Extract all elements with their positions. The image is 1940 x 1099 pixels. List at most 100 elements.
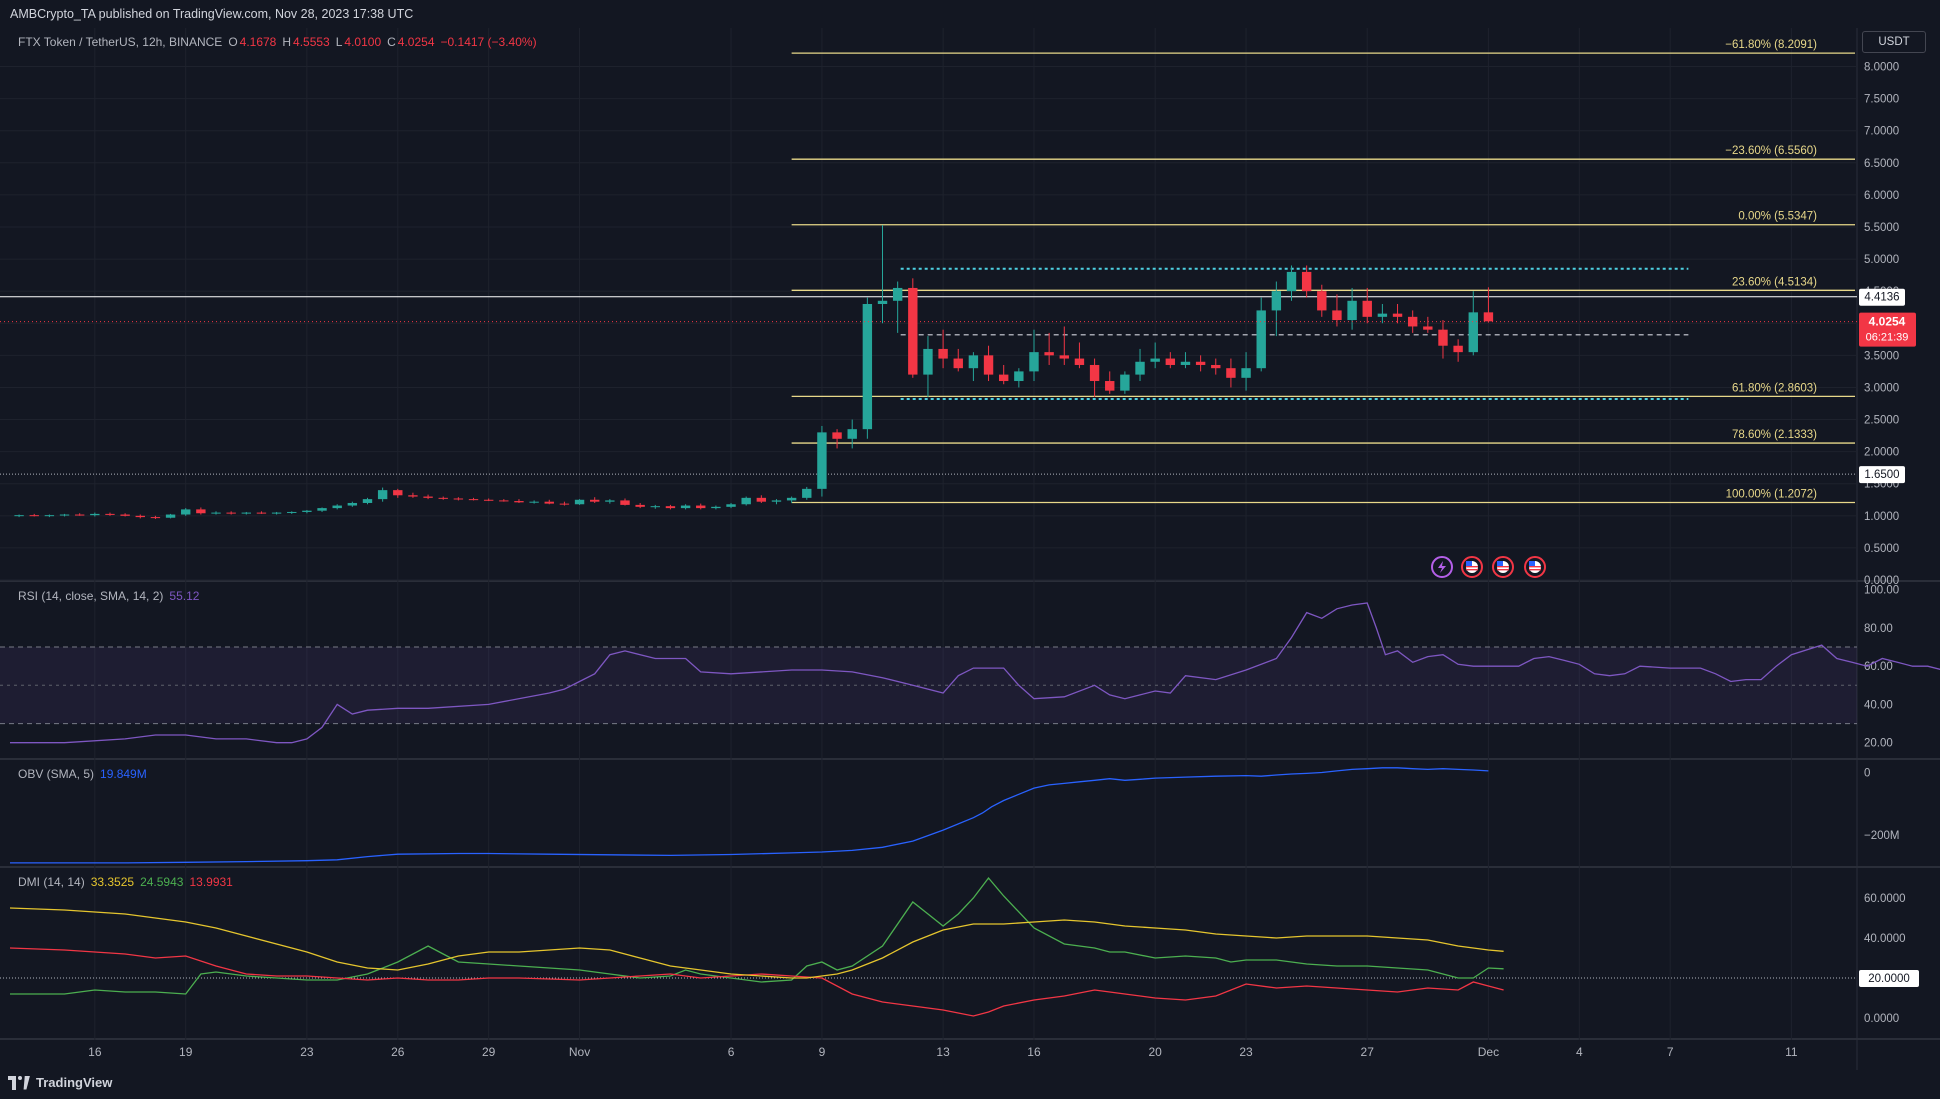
candle-body — [908, 287, 918, 375]
time-axis-tick: 9 — [819, 1045, 826, 1059]
time-axis-tick: 13 — [936, 1045, 950, 1059]
flag-stripe — [1466, 569, 1478, 571]
price-axis-tick: 8.0000 — [1864, 62, 1899, 74]
close-value: 4.0254 — [397, 35, 435, 49]
candle-body — [953, 358, 963, 369]
obv-value: 19.849M — [100, 767, 147, 781]
candle-body — [635, 504, 645, 507]
flag-stripe — [1466, 566, 1478, 568]
candle-body — [408, 495, 418, 497]
candle-body — [211, 512, 221, 514]
candle-body — [514, 501, 524, 503]
candle-body — [1332, 310, 1342, 321]
obv-axis-tick: 0 — [1864, 767, 1870, 779]
candle-body — [1301, 271, 1312, 292]
price-axis-tick: 5.5000 — [1864, 222, 1899, 234]
fib-level-label: −61.80% (8.2091) — [1725, 39, 1817, 51]
tradingview-logo-icon — [8, 1075, 30, 1090]
low-label: L — [335, 35, 343, 49]
candle-body — [1195, 361, 1206, 365]
candle-body — [1074, 358, 1085, 365]
plus-di-line — [10, 876, 1504, 995]
rsi-line — [10, 602, 1940, 744]
time-axis-tick: 27 — [1361, 1045, 1375, 1059]
time-axis-tick: 7 — [1667, 1045, 1674, 1059]
candle-body — [1423, 326, 1433, 330]
candle-body — [499, 500, 509, 502]
rsi-value: 55.12 — [169, 589, 200, 603]
dmi-title[interactable]: DMI (14, 14) — [18, 875, 85, 889]
candle-body — [1180, 361, 1191, 365]
candle-body — [1271, 291, 1282, 311]
candle-body — [771, 500, 782, 502]
candle-body — [347, 502, 358, 506]
candle-body — [1362, 300, 1372, 317]
candle-body — [756, 497, 767, 502]
time-axis-tick: 4 — [1576, 1045, 1583, 1059]
candle-body — [1089, 364, 1100, 382]
candle-body — [59, 514, 70, 516]
flag-stripe — [1529, 569, 1541, 571]
chart-background — [0, 28, 1940, 1070]
top-bar: AMBCrypto_TA published on TradingView.co… — [0, 0, 1940, 28]
candle-body — [832, 432, 842, 439]
candle-body — [393, 490, 403, 496]
time-axis-tick: 16 — [88, 1045, 102, 1059]
candle-body — [181, 509, 191, 515]
obv-title[interactable]: OBV (SMA, 5) — [18, 767, 95, 781]
dmi-plus-value: 24.5943 — [140, 875, 184, 889]
candle-body — [665, 506, 676, 509]
dmi-threshold-tag — [1859, 970, 1919, 987]
candle-body — [468, 499, 479, 501]
time-axis-tick: 6 — [728, 1045, 735, 1059]
fib-level-label: −23.60% (6.5560) — [1725, 145, 1817, 157]
candle-body — [1453, 345, 1463, 353]
candle-body — [287, 511, 297, 513]
flag-stripe — [1529, 566, 1541, 568]
dmi-axis-tick: 0.0000 — [1864, 1013, 1899, 1025]
candle-body — [1029, 352, 1039, 372]
candle-body — [1317, 291, 1327, 311]
candle-body — [923, 348, 933, 375]
tradingview-brand: TradingView — [36, 1075, 113, 1090]
lightning-glyph — [1438, 561, 1446, 573]
price-axis-tick: 2.0000 — [1864, 447, 1899, 459]
candle-body — [817, 432, 827, 489]
candle-body — [1468, 312, 1478, 353]
symbol-title[interactable]: FTX Token / TetherUS, 12h, BINANCE — [18, 35, 223, 49]
candle-body — [877, 300, 888, 304]
candle-body — [1286, 271, 1297, 292]
candle-body — [1241, 368, 1251, 378]
candle-body — [44, 515, 55, 517]
bottom-bar — [0, 1070, 1940, 1099]
time-axis-tick: 23 — [1239, 1045, 1253, 1059]
rsi-axis-tick: 40.00 — [1864, 699, 1893, 711]
candle-body — [1150, 358, 1160, 362]
tradingview-logo[interactable]: TradingView — [8, 1075, 112, 1090]
resistance-price-label: 4.4136 — [1864, 292, 1899, 304]
candle-body — [105, 513, 115, 515]
time-axis-tick: 23 — [300, 1045, 314, 1059]
candle-body — [14, 515, 24, 517]
time-axis-tick: 20 — [1148, 1045, 1162, 1059]
price-axis-tick: 1.0000 — [1864, 511, 1899, 523]
candle-body — [150, 517, 161, 519]
close-label: C — [387, 35, 396, 49]
last-price-tag — [1859, 312, 1916, 347]
fib-level-label: 100.00% (1.2072) — [1726, 489, 1818, 501]
candle-body — [862, 304, 873, 430]
price-axis-tick: 5.0000 — [1864, 254, 1899, 266]
candle-body — [226, 512, 236, 514]
candle-body — [968, 355, 979, 369]
flag-canton — [1466, 561, 1472, 566]
price-axis-tick: 2.5000 — [1864, 415, 1899, 427]
candle-body — [1483, 312, 1494, 322]
candle-body — [726, 504, 736, 507]
currency-unit-button[interactable]: USDT — [1862, 31, 1926, 53]
price-axis-tick: 0.0000 — [1864, 575, 1899, 587]
candle-body — [1044, 352, 1054, 356]
rsi-axis-tick: 20.00 — [1864, 738, 1893, 750]
rsi-title[interactable]: RSI (14, close, SMA, 14, 2) — [18, 589, 164, 603]
candle-body — [135, 515, 145, 518]
